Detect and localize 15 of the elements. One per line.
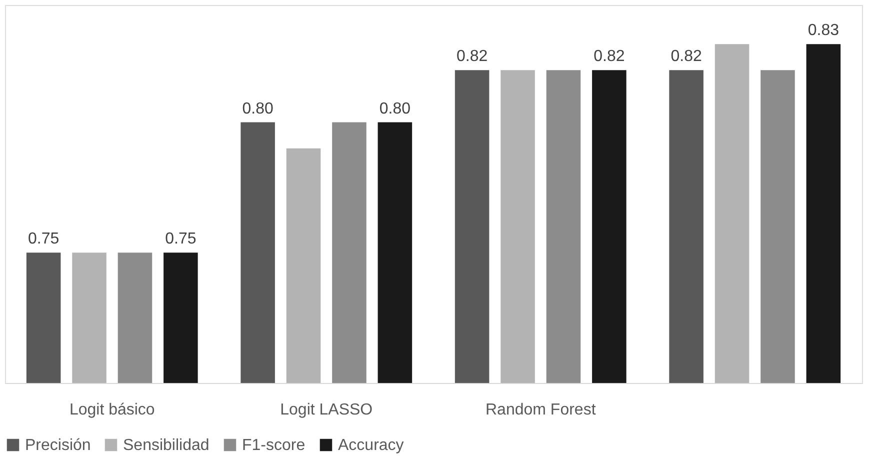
data-label: 0.83 <box>808 22 840 40</box>
x-tick-label: Random Forest <box>485 402 596 418</box>
x-tick-label: Logit básico <box>69 402 155 418</box>
legend-label: F1-score <box>242 437 306 454</box>
data-label: 0.75 <box>165 230 196 248</box>
data-label: 0.80 <box>379 100 411 118</box>
legend-label: Accuracy <box>338 437 404 454</box>
data-label: 0.75 <box>28 230 60 248</box>
legend-label: Precisión <box>25 437 91 454</box>
data-label: 0.82 <box>670 48 702 66</box>
data-label: 0.80 <box>242 100 274 118</box>
legend-label: Sensibilidad <box>123 437 210 454</box>
x-tick-label: Logit LASSO <box>280 402 373 418</box>
data-label: 0.82 <box>456 48 488 66</box>
data-label: 0.82 <box>594 48 625 66</box>
